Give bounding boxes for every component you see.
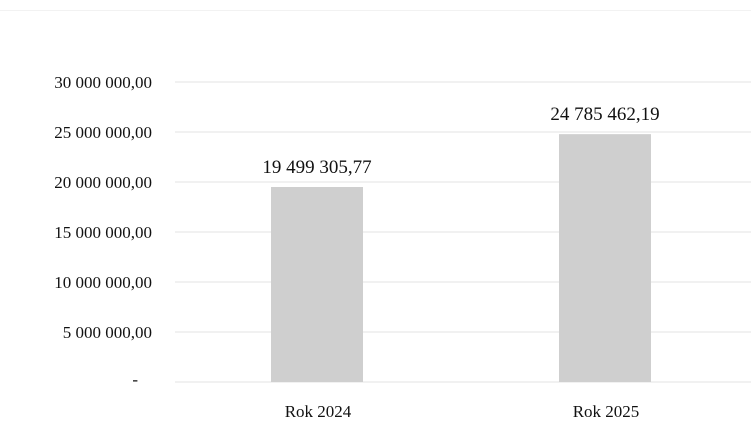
y-tick-label: - bbox=[132, 370, 138, 389]
data-label-1: 19 499 305,77 bbox=[262, 157, 371, 178]
x-tick-label-2: Rok 2025 bbox=[573, 402, 640, 421]
y-tick-label: 15 000 000,00 bbox=[54, 223, 152, 242]
y-tick-label: 5 000 000,00 bbox=[63, 323, 152, 342]
bar-1 bbox=[271, 187, 363, 382]
y-tick-label: 25 000 000,00 bbox=[54, 123, 152, 142]
y-tick-label: 30 000 000,00 bbox=[54, 73, 152, 92]
bar-2 bbox=[559, 134, 651, 382]
chart-top-border bbox=[0, 10, 751, 11]
x-tick-label-1: Rok 2024 bbox=[285, 402, 352, 421]
y-tick-label: 10 000 000,00 bbox=[54, 273, 152, 292]
y-tick-label: 20 000 000,00 bbox=[54, 173, 152, 192]
data-label-2: 24 785 462,19 bbox=[550, 104, 659, 125]
